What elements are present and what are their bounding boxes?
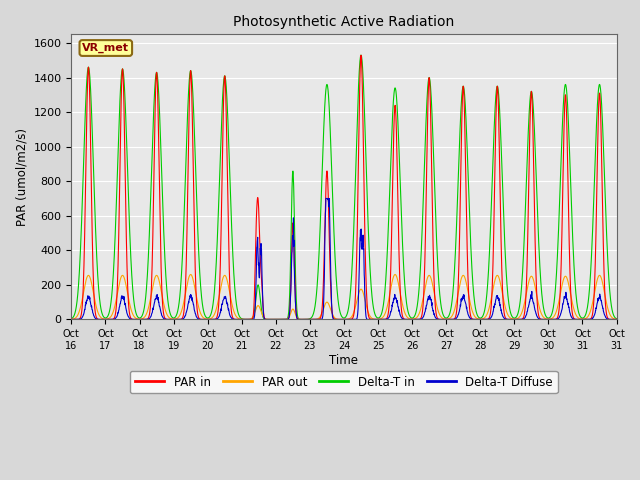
Delta-T in	[122, 117, 130, 122]
PAR in	[273, 316, 281, 322]
PAR in	[68, 316, 76, 322]
Legend: PAR in, PAR out, Delta-T in, Delta-T Diffuse: PAR in, PAR out, Delta-T in, Delta-T Dif…	[130, 371, 558, 393]
Delta-T in	[612, 316, 620, 322]
PAR in	[357, 52, 365, 58]
PAR out	[612, 316, 620, 322]
Line: PAR out: PAR out	[72, 275, 616, 319]
PAR out	[68, 316, 76, 322]
Delta-T Diffuse	[322, 195, 330, 201]
Delta-T Diffuse	[68, 316, 76, 322]
PAR out	[377, 316, 385, 322]
PAR in	[605, 316, 613, 322]
Delta-T in	[605, 282, 613, 288]
Delta-T Diffuse	[612, 316, 620, 322]
PAR in	[122, 210, 130, 216]
Delta-T in	[357, 52, 365, 58]
Delta-T Diffuse	[377, 316, 385, 322]
X-axis label: Time: Time	[330, 353, 358, 367]
PAR out	[540, 314, 547, 320]
Line: Delta-T Diffuse: Delta-T Diffuse	[72, 198, 616, 319]
PAR out	[605, 310, 613, 316]
PAR in	[377, 316, 385, 322]
Delta-T in	[273, 316, 281, 322]
PAR out	[187, 272, 195, 277]
Delta-T Diffuse	[605, 316, 613, 322]
Title: Photosynthetic Active Radiation: Photosynthetic Active Radiation	[234, 15, 454, 29]
Delta-T in	[377, 312, 385, 318]
Delta-T Diffuse	[122, 305, 130, 311]
Text: VR_met: VR_met	[83, 43, 129, 53]
Delta-T Diffuse	[239, 316, 247, 322]
PAR in	[239, 316, 247, 322]
PAR out	[122, 281, 130, 287]
Delta-T Diffuse	[509, 316, 516, 322]
PAR out	[274, 316, 282, 322]
Delta-T Diffuse	[342, 316, 349, 322]
PAR in	[509, 316, 516, 322]
Delta-T in	[509, 314, 516, 320]
Line: PAR in: PAR in	[72, 55, 616, 319]
PAR out	[509, 316, 516, 322]
Delta-T in	[68, 316, 76, 322]
Y-axis label: PAR (umol/m2/s): PAR (umol/m2/s)	[15, 128, 28, 226]
PAR in	[540, 316, 547, 322]
Delta-T in	[239, 316, 247, 322]
Line: Delta-T in: Delta-T in	[72, 55, 616, 319]
Delta-T Diffuse	[540, 316, 547, 322]
PAR in	[612, 316, 620, 322]
PAR out	[240, 316, 248, 322]
Delta-T in	[540, 303, 547, 309]
